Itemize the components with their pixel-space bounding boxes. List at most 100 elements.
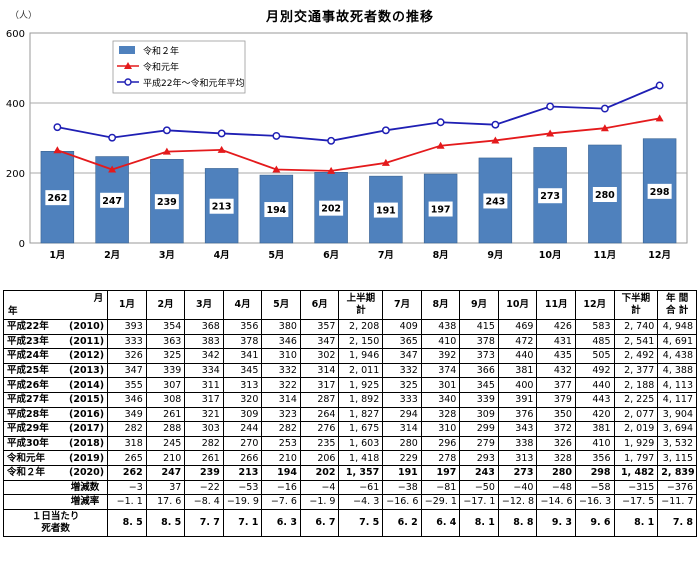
western-year: (2012): [69, 350, 105, 362]
table-cell: 7. 5: [338, 508, 384, 537]
bar-value-label: 273: [540, 191, 560, 202]
bar-label-box: [45, 190, 70, 206]
row-year-label: 平成27年 (2015): [2, 391, 109, 408]
column-header: 8月: [420, 290, 461, 320]
chart-title: 月別交通事故死者数の推移: [265, 10, 434, 25]
corner-month-label: 月: [93, 293, 104, 304]
table-cell: 310: [420, 421, 461, 437]
table-cell: 282: [184, 435, 224, 452]
bar-label-box: [373, 202, 398, 218]
table-cell: 333: [107, 333, 147, 350]
x-tick-label: 4月: [214, 250, 230, 261]
table-cell: 264: [299, 406, 340, 423]
table-cell: 443: [574, 391, 615, 408]
table-cell: 350: [536, 406, 576, 423]
bar-label-box: [154, 194, 179, 210]
table-cell: 293: [459, 450, 499, 466]
table-row: 平成28年 (2016) 349 261 321 309 323 264 1, 827 294 32…: [2, 406, 697, 423]
table-row-per-day: １日当たり 死者数 8. 5 8. 5 7. 7 7. 1 6. 3 6. 7 7. 5 6. 2…: [2, 508, 697, 537]
table-cell: 320: [222, 391, 263, 408]
x-tick-label: 2月: [104, 250, 120, 261]
y-tick-label: 0: [19, 239, 25, 250]
series-point-circle: [327, 136, 336, 145]
bar-label-box: [264, 202, 289, 218]
table-cell: 245: [145, 435, 186, 452]
bar-label-box: [483, 193, 508, 209]
table-cell: 341: [222, 348, 263, 364]
era-name: 令和２年: [7, 467, 46, 479]
table-cell: 338: [497, 435, 538, 452]
table-cell: 2, 150: [338, 333, 384, 350]
table-cell: 317: [299, 377, 340, 393]
table-cell: 6. 2: [382, 508, 422, 537]
table-cell: 420: [574, 406, 615, 423]
chart-area: 月別交通事故死者数の推移 （人） 0 200 400 600 1月 2月 3月 4月 5月 6月 7…: [0, 0, 700, 272]
table-cell: 191: [382, 464, 422, 481]
table-cell: 321: [184, 406, 224, 423]
table-cell: 332: [382, 362, 422, 379]
legend-marker-circle: [124, 78, 132, 86]
table-cell: 280: [382, 435, 422, 452]
table-header-row: 月年 1月 2月 3月 4月 5月 6月 上半期 計 7月 8月 9月 10月 11月 12月 下半期 計年…: [2, 290, 697, 320]
table-cell: 339: [145, 362, 186, 379]
table-cell: 302: [299, 348, 340, 364]
series-point-circle: [491, 120, 500, 129]
bar-label-box: [592, 187, 617, 202]
table-cell: 194: [261, 464, 301, 481]
table-cell: 270: [222, 435, 263, 452]
table-cell: 37: [145, 479, 186, 496]
row-year-label: 平成22年 (2010): [2, 319, 109, 335]
table-cell: 332: [261, 362, 301, 379]
table-cell: 345: [222, 362, 263, 379]
table-cell: 4, 438: [657, 348, 697, 364]
table-cell: −1. 9: [299, 494, 340, 510]
table-row: 平成24年 (2012) 326 325 342 341 310 302 1, 946 347 39…: [2, 348, 697, 364]
table-row: 令和元年 (2019) 265 210 261 266 210 206 1, 418 229 278…: [2, 450, 697, 466]
series-point-triangle: [600, 124, 609, 132]
table-cell: 472: [497, 333, 538, 350]
table-cell: 311: [184, 377, 224, 393]
monthly-deaths-table: 月年 1月 2月 3月 4月 5月 6月 上半期 計 7月 8月 9月 10月 11月 12月 下半期 計年…: [2, 290, 697, 537]
table-cell: 6. 7: [299, 508, 340, 537]
bar-value-label: 298: [650, 187, 670, 198]
x-tick-label: 5月: [268, 250, 284, 261]
table-cell: −315: [613, 479, 659, 496]
row-label: 増減率: [2, 494, 109, 510]
bar-value-label: 213: [212, 202, 232, 213]
table-cell: 213: [222, 464, 263, 481]
series-line: [57, 117, 660, 172]
table-cell: 278: [420, 450, 461, 466]
era-name: 平成29年: [7, 423, 49, 435]
row-year-label: 平成29年 (2017): [2, 421, 109, 437]
row-year-label: 令和２年 (2020): [2, 464, 109, 481]
table-cell: 313: [222, 377, 263, 393]
table-cell: 318: [107, 435, 147, 452]
table-cell: 261: [184, 450, 224, 466]
table-cell: 8. 1: [613, 508, 659, 537]
table-cell: 1, 603: [338, 435, 384, 452]
table-cell: −61: [338, 479, 384, 496]
western-year: (2020): [69, 467, 105, 479]
table-cell: 1, 357: [338, 464, 384, 481]
table-cell: −7. 6: [261, 494, 301, 510]
table-cell: 299: [459, 421, 499, 437]
table-cell: 391: [497, 391, 538, 408]
row-year-label: 令和元年 (2019): [2, 450, 109, 466]
table-cell: 355: [107, 377, 147, 393]
table-cell: 381: [574, 421, 615, 437]
table-row: 平成25年 (2013) 347 339 334 345 332 314 2, 011 332 37…: [2, 362, 697, 379]
table-cell: 6. 4: [420, 508, 461, 537]
western-year: (2011): [69, 335, 105, 347]
table-cell: 7. 7: [184, 508, 224, 537]
column-header: 4月: [222, 290, 263, 320]
table-cell: 314: [299, 362, 340, 379]
western-year: (2017): [69, 423, 105, 435]
table-cell: 2, 011: [338, 362, 384, 379]
era-name: 平成24年: [7, 350, 49, 362]
table-cell: 333: [382, 391, 422, 408]
table-cell: 313: [497, 450, 538, 466]
table-cell: 253: [261, 435, 301, 452]
x-tick-label: 8月: [433, 250, 449, 261]
table-cell: 505: [574, 348, 615, 364]
table-cell: 17. 6: [145, 494, 186, 510]
